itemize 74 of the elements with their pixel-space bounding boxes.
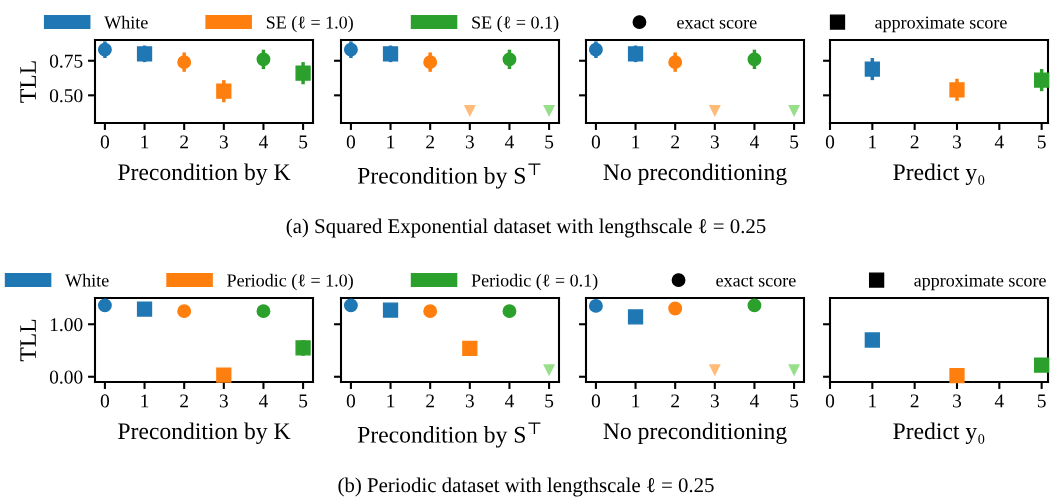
x-tick-label: 4 <box>504 394 515 408</box>
x-axis-title: No preconditioning <box>603 163 787 186</box>
text: exact score <box>677 18 757 29</box>
x-tick-label: 1 <box>632 394 640 408</box>
x-tick-label: 3 <box>953 135 962 149</box>
x-tick-label: 0 <box>591 135 601 149</box>
legend-label: White <box>104 15 148 29</box>
x-tick-label: 5 <box>790 394 799 408</box>
y-tick-label: 1.00 <box>50 318 83 332</box>
x-tick-label: 1 <box>141 394 149 408</box>
x-tick-label: 5 <box>299 135 308 149</box>
x-tick-label: 1 <box>387 394 395 408</box>
legend-label: Periodic (ℓ = 0.1) <box>471 273 598 291</box>
x-tick-label: 1 <box>869 135 877 149</box>
y-tick-label: 0.75 <box>49 54 83 68</box>
x-tick-label: 5 <box>1037 394 1046 408</box>
x-tick-label: 4 <box>258 394 269 408</box>
y-tick-label: 0.00 <box>49 370 83 384</box>
x-tick-label: 1 <box>141 135 149 149</box>
legend-label: SE (ℓ = 0.1) <box>472 15 559 33</box>
x-tick-label: 3 <box>465 135 474 149</box>
y-tick-label: 0.50 <box>49 89 83 103</box>
x-tick-label: 2 <box>180 135 188 149</box>
x-tick-label: 5 <box>790 135 799 149</box>
x-tick-label: 2 <box>910 135 919 149</box>
y-axis-title: TLL <box>20 319 36 362</box>
x-tick-label: 2 <box>671 135 679 149</box>
x-tick-label: 4 <box>749 135 760 149</box>
legend-label: White <box>65 273 109 287</box>
x-tick-label: 0 <box>100 394 110 408</box>
text: (a) Squared Exponential dataset with lengthscale ℓ = 0.25 <box>286 218 766 238</box>
x-tick-label: 3 <box>219 394 228 408</box>
x-axis-title: No preconditioning <box>603 422 787 445</box>
text: (b) Periodic dataset with lengthscale ℓ = 0.25 <box>338 477 714 497</box>
x-tick-label: 3 <box>465 394 474 408</box>
x-axis-title: Predict y₀ <box>893 163 985 186</box>
x-axis-title: Precondition by K <box>118 163 291 186</box>
x-tick-label: 1 <box>632 135 640 149</box>
x-tick-label: 3 <box>953 394 962 408</box>
x-tick-label: 0 <box>591 394 601 408</box>
x-tick-label: 4 <box>504 135 515 149</box>
x-tick-label: 4 <box>994 394 1004 408</box>
x-tick-label: 5 <box>545 394 554 408</box>
x-tick-label: 0 <box>825 135 835 149</box>
x-tick-label: 3 <box>710 394 719 408</box>
x-tick-label: 2 <box>180 394 188 408</box>
x-axis-title: Precondition by S$^{⊤}$ <box>357 163 541 189</box>
x-tick-label: 1 <box>869 394 877 408</box>
legend-label: SE (ℓ = 1.0) <box>266 15 353 33</box>
x-tick-label: 4 <box>994 135 1004 149</box>
x-tick-label: 1 <box>387 135 395 149</box>
y-axis-title: TLL <box>20 61 36 103</box>
x-tick-label: 2 <box>671 394 679 408</box>
x-tick-label: 0 <box>346 394 356 408</box>
text: approximate score <box>914 274 1046 291</box>
x-tick-label: 3 <box>219 135 228 149</box>
x-tick-label: 5 <box>545 135 554 149</box>
legend-label: Periodic (ℓ = 1.0) <box>227 273 353 291</box>
x-tick-label: 3 <box>710 135 719 149</box>
x-tick-label: 0 <box>825 394 835 408</box>
x-tick-label: 5 <box>1037 135 1046 149</box>
x-tick-label: 0 <box>100 135 110 149</box>
x-tick-label: 2 <box>426 135 434 149</box>
text: approximate score <box>875 16 1007 33</box>
text: exact score <box>716 276 796 287</box>
x-tick-label: 0 <box>346 135 356 149</box>
x-tick-label: 2 <box>910 394 919 408</box>
x-tick-label: 4 <box>258 135 269 149</box>
x-axis-title: Precondition by S$^{⊤}$ <box>357 422 541 448</box>
x-axis-title: Precondition by K <box>118 422 291 445</box>
x-axis-title: Predict y₀ <box>893 422 985 445</box>
x-tick-label: 4 <box>749 394 760 408</box>
x-tick-label: 5 <box>299 394 308 408</box>
x-tick-label: 2 <box>426 394 434 408</box>
